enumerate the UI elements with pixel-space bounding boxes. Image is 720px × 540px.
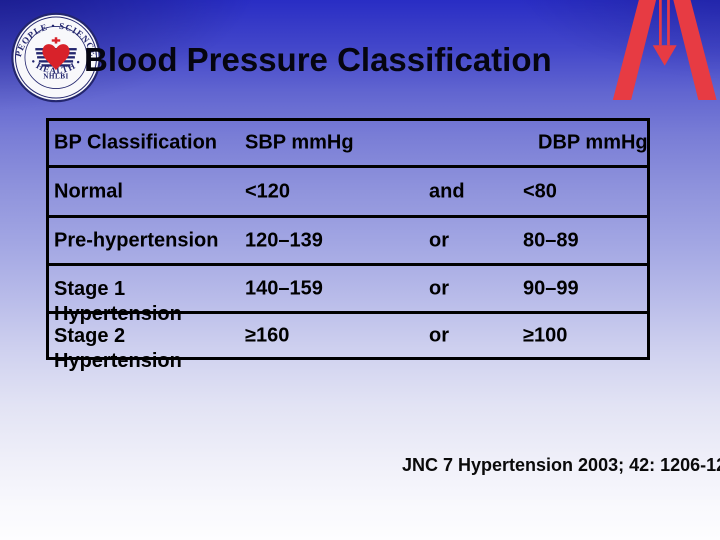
header-bp-classification: BP Classification [54,131,218,154]
sbp-value: <120 [245,180,291,202]
table-row-prehypertension: Pre-hypertension 120–139 or 80–89 [49,218,647,266]
nhlbi-seal-logo: PEOPLE • SCIENCE • HEALTH • NHLBI [11,12,101,103]
row-label: Pre-hypertension [54,229,219,251]
red-a-arrow-logo-icon [612,0,717,100]
seal-center-label: NHLBI [43,73,68,81]
sbp-value: 120–139 [245,229,323,251]
table-header-row: BP Classification SBP mmHg DBP mmHg [49,121,648,168]
row-label-line2: Hypertension [54,302,182,325]
table-row-stage1: Stage 1 Hypertension 140–159 or 90–99 [49,266,647,325]
sbp-value: ≥160 [245,324,290,346]
row-label-line1: Stage 2 [54,324,126,347]
table-row-normal: Normal <120 and <80 [49,168,647,218]
header-sbp: SBP mmHg [245,131,354,154]
bp-classification-table: BP Classification SBP mmHg DBP mmHg Norm… [46,118,650,372]
dbp-value: 90–99 [523,277,579,299]
conjunction: or [429,229,449,251]
page-title: Blood Pressure Classification [84,41,552,78]
dbp-value: <80 [523,180,557,202]
conjunction: or [429,277,449,299]
conjunction: and [429,180,465,202]
conjunction: or [429,324,449,346]
row-label-line2: Hypertension [54,349,182,372]
header-dbp: DBP mmHg [538,131,648,154]
row-label-line1: Stage 1 [54,277,126,300]
sbp-value: 140–159 [245,277,323,299]
heart-icon [42,37,70,71]
dbp-value: 80–89 [523,229,579,251]
row-label: Stage 2 Hypertension [54,324,182,374]
table-row-stage2: Stage 2 Hypertension ≥160 or ≥100 [49,314,647,372]
citation-text: JNC 7 Hypertension 2003; 42: 1206-12 [402,455,720,475]
dbp-value: ≥100 [523,324,568,346]
row-label: Stage 1 Hypertension [54,277,182,327]
row-label: Normal [54,180,123,202]
